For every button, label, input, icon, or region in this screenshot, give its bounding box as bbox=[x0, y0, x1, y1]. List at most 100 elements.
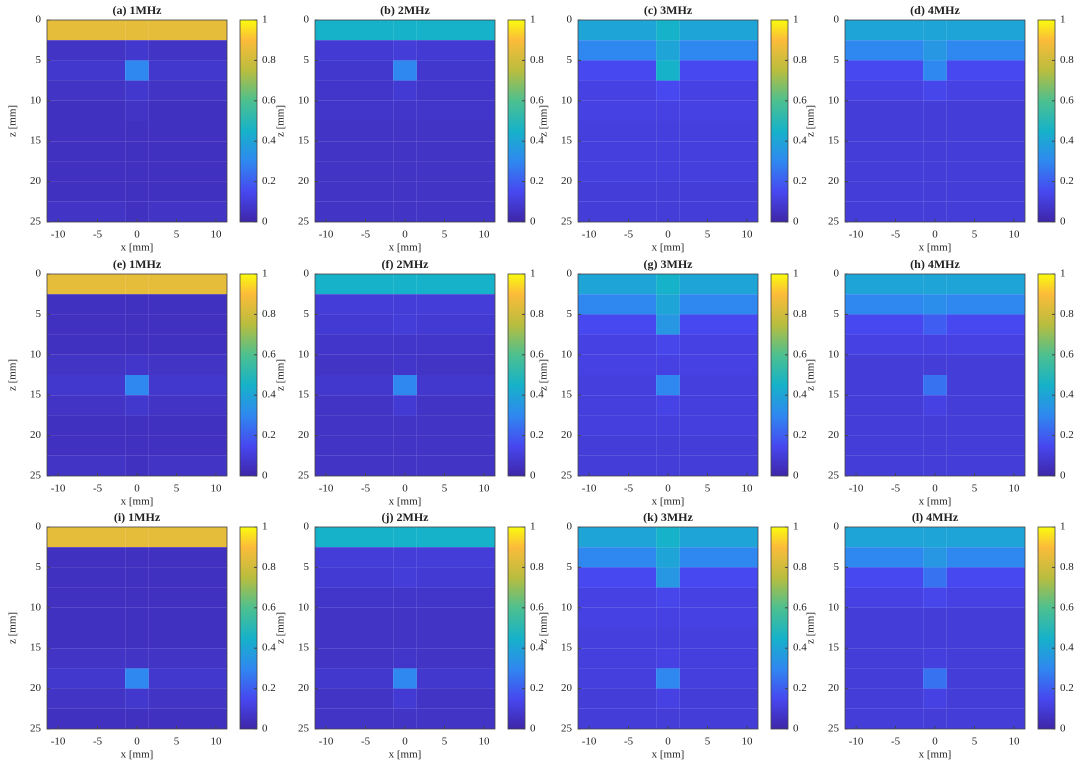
heatmap-cell bbox=[679, 455, 758, 476]
heatmap-cell bbox=[923, 201, 947, 222]
title: (f) 2MHz bbox=[382, 257, 430, 271]
heatmap-cell bbox=[923, 141, 947, 162]
y-tick-label: 20 bbox=[298, 429, 310, 441]
heatmap-cell bbox=[946, 708, 1025, 729]
heatmap-cell bbox=[656, 628, 680, 649]
heatmap-cell bbox=[416, 395, 495, 416]
colorbar-tick-label: 0.4 bbox=[262, 135, 276, 147]
heatmap-cell bbox=[656, 395, 680, 416]
heatmap-cell bbox=[946, 607, 1025, 628]
heatmap-cell bbox=[578, 60, 657, 81]
y-tick-label: 0 bbox=[834, 268, 840, 280]
heatmap-cell bbox=[923, 80, 947, 101]
x-tick-label: 10 bbox=[741, 736, 753, 748]
heatmap-cell bbox=[393, 141, 417, 162]
heatmap-cell bbox=[125, 648, 149, 669]
heatmap-cell bbox=[315, 395, 394, 416]
heatmap-cell bbox=[845, 60, 924, 81]
heatmap-cell bbox=[47, 314, 126, 335]
y-tick-label: 25 bbox=[30, 470, 42, 482]
heatmap-cell bbox=[315, 201, 394, 222]
heatmap-cell bbox=[47, 100, 126, 121]
heatmap-cell bbox=[125, 334, 149, 355]
colorbar-tick-label: 0 bbox=[530, 216, 536, 228]
y-tick-label: 20 bbox=[298, 175, 310, 187]
colorbar bbox=[507, 526, 526, 730]
heatmap-cell bbox=[578, 455, 657, 476]
heatmap-cell bbox=[679, 688, 758, 709]
heatmap-cell bbox=[416, 607, 495, 628]
heatmap-cell bbox=[315, 708, 394, 729]
heatmap-cell bbox=[923, 294, 947, 315]
x-tick-label: -5 bbox=[93, 736, 103, 748]
heatmap-cell bbox=[656, 455, 680, 476]
heatmap-cell bbox=[923, 20, 947, 41]
x-axis-label: x [mm] bbox=[652, 242, 685, 254]
y-tick-label: 0 bbox=[567, 521, 573, 533]
colorbar-tick-label: 0 bbox=[262, 470, 268, 482]
heatmap-cell bbox=[946, 274, 1025, 295]
heatmap-cell bbox=[578, 587, 657, 608]
heatmap-cell bbox=[47, 415, 126, 436]
heatmap-cell bbox=[148, 527, 227, 548]
x-tick-label: 0 bbox=[932, 483, 938, 495]
x-tick-label: 0 bbox=[134, 483, 140, 495]
y-axis-label: z [mm] bbox=[7, 105, 19, 137]
heatmap-cell bbox=[393, 100, 417, 121]
heatmap-cell bbox=[578, 20, 657, 41]
heatmap-cell bbox=[679, 587, 758, 608]
y-tick-label: 0 bbox=[834, 14, 840, 26]
y-axis-label: z [mm] bbox=[275, 612, 287, 644]
heatmap-cell bbox=[393, 80, 417, 101]
heatmap-cell bbox=[315, 20, 394, 41]
heatmap-cell bbox=[125, 668, 149, 689]
heatmap-cell bbox=[923, 100, 947, 121]
heatmap-cell bbox=[578, 708, 657, 729]
heatmap-cell bbox=[656, 334, 680, 355]
heatmap-cell bbox=[578, 294, 657, 315]
heatmap-cell bbox=[393, 688, 417, 709]
heatmap-cell bbox=[47, 334, 126, 355]
heatmap-cell bbox=[845, 688, 924, 709]
heatmap-cell bbox=[47, 567, 126, 588]
x-tick-label: -5 bbox=[93, 483, 103, 495]
heatmap-cell bbox=[946, 455, 1025, 476]
x-axis-label: x [mm] bbox=[919, 749, 952, 761]
colorbar-tick-label: 0.2 bbox=[1060, 429, 1074, 441]
title: (i) 1MHz bbox=[114, 510, 161, 524]
heatmap-cell bbox=[845, 628, 924, 649]
heatmap-cell bbox=[47, 161, 126, 182]
heatmap-cell bbox=[315, 141, 394, 162]
x-tick-label: 5 bbox=[442, 736, 448, 748]
heatmap-cell bbox=[679, 628, 758, 649]
heatmap-cell bbox=[393, 274, 417, 295]
heatmap-cell bbox=[125, 587, 149, 608]
y-tick-label: 10 bbox=[298, 348, 310, 360]
heatmap-cell bbox=[315, 415, 394, 436]
heatmap-cell bbox=[416, 648, 495, 669]
y-axis-label: z [mm] bbox=[805, 612, 817, 644]
heatmap-cell bbox=[393, 567, 417, 588]
x-tick-label: 5 bbox=[174, 229, 180, 241]
heatmap-cell bbox=[47, 628, 126, 649]
y-tick-label: 10 bbox=[561, 94, 573, 106]
y-tick-label: 5 bbox=[834, 54, 840, 66]
x-tick-label: 5 bbox=[705, 229, 711, 241]
heatmap-cell bbox=[148, 141, 227, 162]
heatmap-cell bbox=[148, 121, 227, 142]
heatmap-cell bbox=[679, 80, 758, 101]
heatmap-cell bbox=[845, 121, 924, 142]
y-tick-label: 15 bbox=[828, 389, 840, 401]
y-tick-label: 15 bbox=[561, 389, 573, 401]
x-tick-label: -10 bbox=[319, 483, 334, 495]
heatmap-cell bbox=[946, 628, 1025, 649]
colorbar-tick-label: 0.8 bbox=[530, 308, 544, 320]
x-tick-label: -5 bbox=[891, 483, 901, 495]
heatmap-cell bbox=[125, 435, 149, 456]
heatmap-cell bbox=[578, 567, 657, 588]
heatmap-cell bbox=[679, 181, 758, 202]
colorbar-tick-label: 0 bbox=[530, 470, 536, 482]
heatmap-cell bbox=[923, 375, 947, 396]
heatmap-cell bbox=[679, 607, 758, 628]
x-tick-label: -10 bbox=[582, 483, 597, 495]
